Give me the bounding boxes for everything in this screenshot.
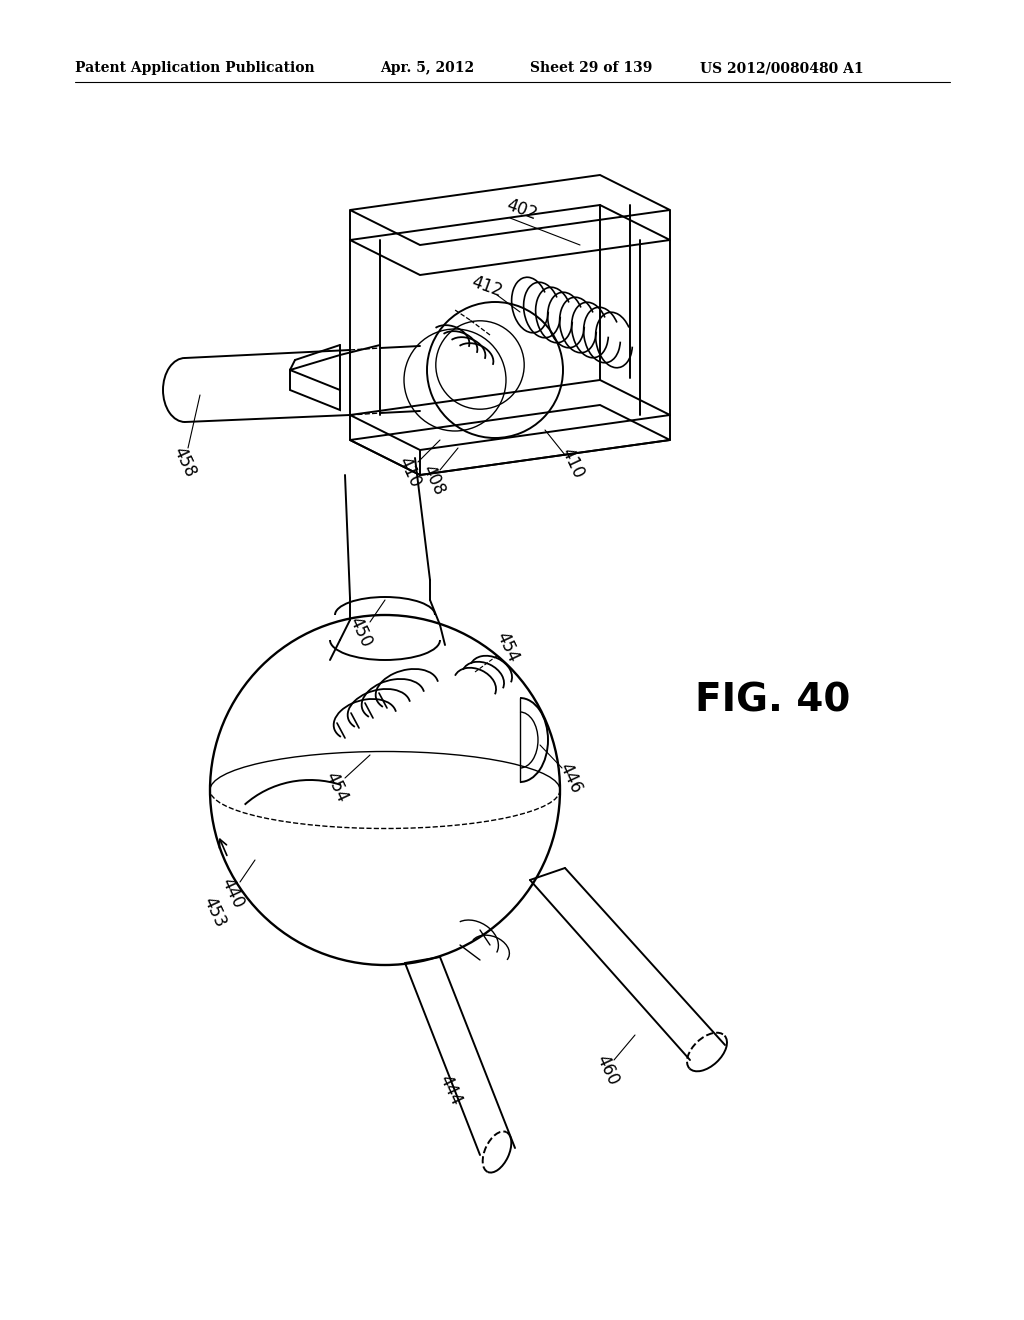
Text: 444: 444 [435, 1072, 465, 1107]
Text: 408: 408 [418, 462, 447, 498]
Text: 402: 402 [504, 197, 540, 224]
Text: US 2012/0080480 A1: US 2012/0080480 A1 [700, 61, 863, 75]
Text: Patent Application Publication: Patent Application Publication [75, 61, 314, 75]
Text: 454: 454 [322, 770, 351, 805]
Text: 460: 460 [592, 1052, 622, 1088]
Text: 412: 412 [469, 273, 505, 301]
Text: 446: 446 [555, 760, 585, 796]
Text: 458: 458 [169, 444, 199, 480]
Text: Sheet 29 of 139: Sheet 29 of 139 [530, 61, 652, 75]
Text: Apr. 5, 2012: Apr. 5, 2012 [380, 61, 474, 75]
Text: 410: 410 [394, 454, 424, 490]
Text: 454: 454 [493, 628, 522, 665]
Text: 410: 410 [557, 445, 587, 480]
Text: 450: 450 [345, 614, 375, 649]
Text: 440: 440 [217, 875, 247, 911]
Text: 453: 453 [199, 894, 228, 931]
Text: FIG. 40: FIG. 40 [695, 681, 850, 719]
